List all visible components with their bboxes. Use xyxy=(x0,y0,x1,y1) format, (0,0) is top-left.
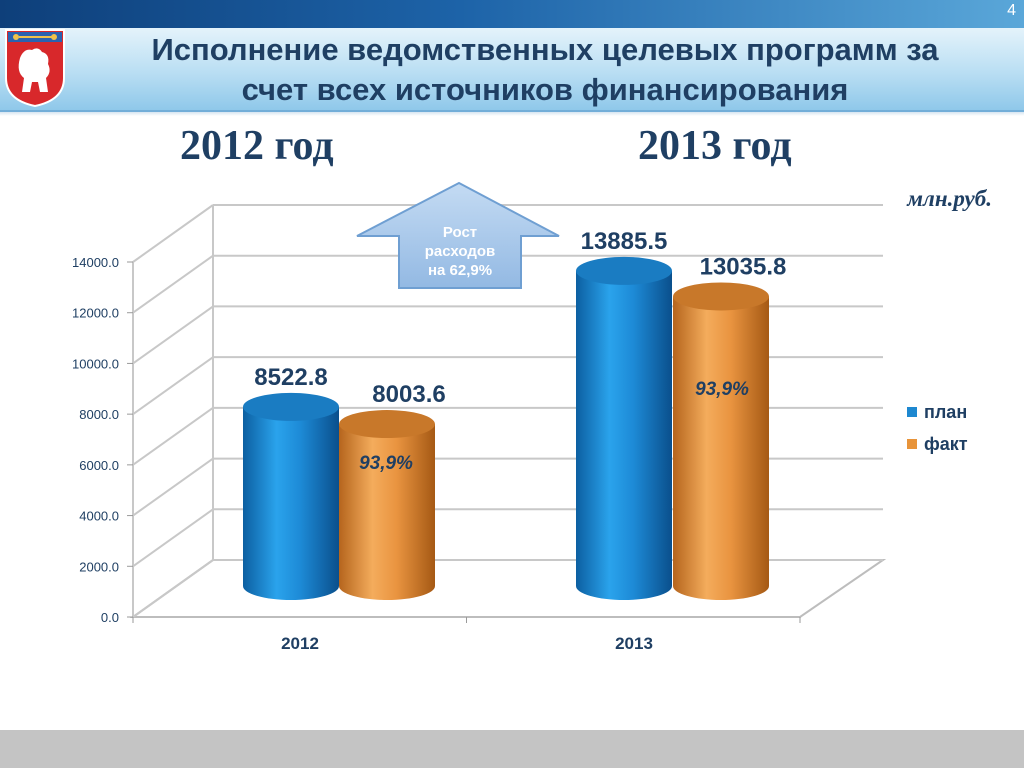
growth-callout-arrow: Рост расходов на 62,9% xyxy=(356,181,560,289)
y-tick-label: 14000.0 xyxy=(72,255,119,270)
x-tick-label: 2012 xyxy=(281,634,319,653)
gridline-side xyxy=(132,254,214,314)
gridline-side xyxy=(132,559,214,618)
callout-line-3: на 62,9% xyxy=(428,262,492,279)
legend-label-plan: план xyxy=(924,401,968,422)
gridline-side xyxy=(132,356,214,415)
data-label: 13885.5 xyxy=(581,228,668,255)
y-tick-label: 0.0 xyxy=(101,610,119,625)
city-coat-of-arms-icon xyxy=(5,29,65,108)
x-tick-label: 2013 xyxy=(615,634,653,653)
gridline-side xyxy=(132,305,214,365)
cylinder-body xyxy=(673,296,769,600)
page-number: 4 xyxy=(1007,2,1016,19)
data-label: 8522.8 xyxy=(254,364,327,391)
cylinder-body xyxy=(243,406,339,600)
bottom-bar xyxy=(0,730,1024,768)
y-tick-label: 12000.0 xyxy=(72,306,119,321)
gridline-side xyxy=(132,508,214,568)
cylinder-top xyxy=(673,282,769,311)
cylinder-body xyxy=(576,270,672,600)
y-tick-label: 6000.0 xyxy=(79,458,119,473)
year-heading-2013: 2013 год xyxy=(638,123,792,169)
chart-legend: план факт xyxy=(907,396,968,460)
percent-label: 93,9% xyxy=(695,379,749,400)
top-bar xyxy=(0,0,1024,28)
bar-fact-2012 xyxy=(339,410,435,600)
slide-title-line-1: Исполнение ведомственных целевых програм… xyxy=(151,32,939,67)
data-label: 13035.8 xyxy=(700,253,787,280)
gridline-side xyxy=(132,204,214,263)
gridline-side xyxy=(132,407,214,466)
y-tick-label: 4000.0 xyxy=(79,509,119,524)
year-heading-2012: 2012 год xyxy=(180,123,334,169)
y-tick-label: 10000.0 xyxy=(72,356,119,371)
legend-swatch-fact xyxy=(907,439,917,449)
bar-plan-2012 xyxy=(243,392,339,600)
cylinder-top xyxy=(339,410,435,439)
cylinder-top xyxy=(576,256,672,285)
slide-title: Исполнение ведомственных целевых програм… xyxy=(80,30,1010,110)
unit-label: млн.руб. xyxy=(907,186,992,211)
legend-item-fact: факт xyxy=(907,428,968,460)
legend-item-plan: план xyxy=(907,396,968,428)
slide-title-line-2: счет всех источников финансирования xyxy=(241,72,849,107)
y-tick-label: 2000.0 xyxy=(79,559,119,574)
legend-swatch-plan xyxy=(907,407,917,417)
data-label: 8003.6 xyxy=(372,381,445,408)
bar-plan-2013 xyxy=(576,256,672,600)
cylinder-body xyxy=(339,424,435,600)
bar-fact-2013 xyxy=(673,282,769,600)
y-tick-label: 8000.0 xyxy=(79,407,119,422)
gridline-side xyxy=(132,457,214,517)
cylinder-top xyxy=(243,392,339,421)
percent-label: 93,9% xyxy=(359,453,413,474)
legend-label-fact: факт xyxy=(924,433,968,454)
title-band xyxy=(0,28,1024,116)
callout-line-1: Рост xyxy=(443,224,477,241)
callout-line-2: расходов xyxy=(425,243,496,260)
